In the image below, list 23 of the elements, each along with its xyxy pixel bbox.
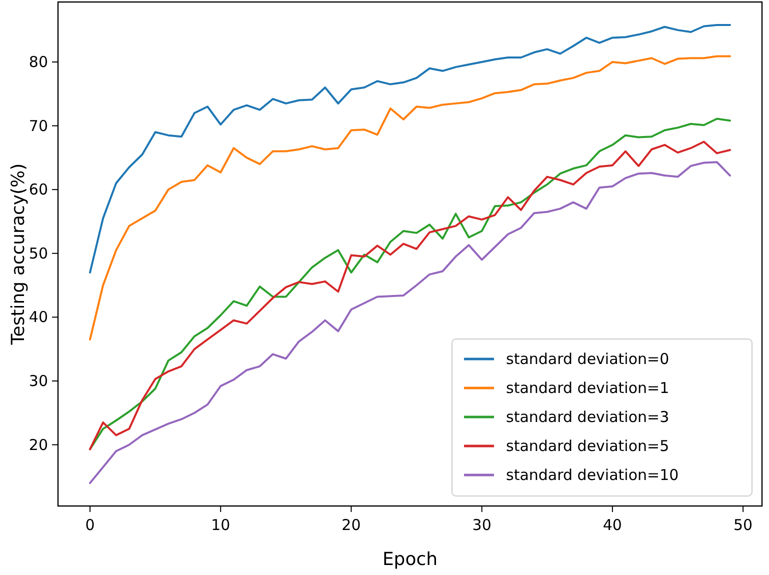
- y-tick-label: 30: [28, 372, 48, 390]
- legend-label: standard deviation=0: [506, 350, 670, 368]
- line-series: [89, 24, 731, 274]
- y-tick-label: 40: [28, 308, 48, 326]
- y-tick-label: 70: [28, 116, 48, 135]
- legend-label: standard deviation=3: [506, 408, 670, 426]
- x-tick-label: 50: [734, 516, 753, 534]
- x-tick-label: 40: [602, 516, 622, 534]
- line-series: [89, 161, 731, 484]
- x-tick-label: 20: [342, 516, 361, 534]
- y-tick-label: 60: [28, 180, 48, 199]
- x-tick-label: 0: [85, 516, 95, 534]
- line-series: [89, 55, 731, 340]
- y-tick-label: 20: [28, 436, 48, 454]
- legend-label: standard deviation=1: [506, 379, 670, 397]
- y-tick-label: 50: [28, 244, 48, 262]
- y-tick-label: 80: [28, 52, 48, 71]
- legend-label: standard deviation=10: [506, 466, 679, 484]
- legend-label: standard deviation=5: [506, 437, 670, 455]
- x-axis-title: Epoch: [382, 549, 438, 570]
- y-axis-title: Testing accuracy(%): [8, 163, 29, 346]
- x-tick-label: 10: [211, 516, 230, 534]
- x-tick-label: 30: [472, 516, 492, 534]
